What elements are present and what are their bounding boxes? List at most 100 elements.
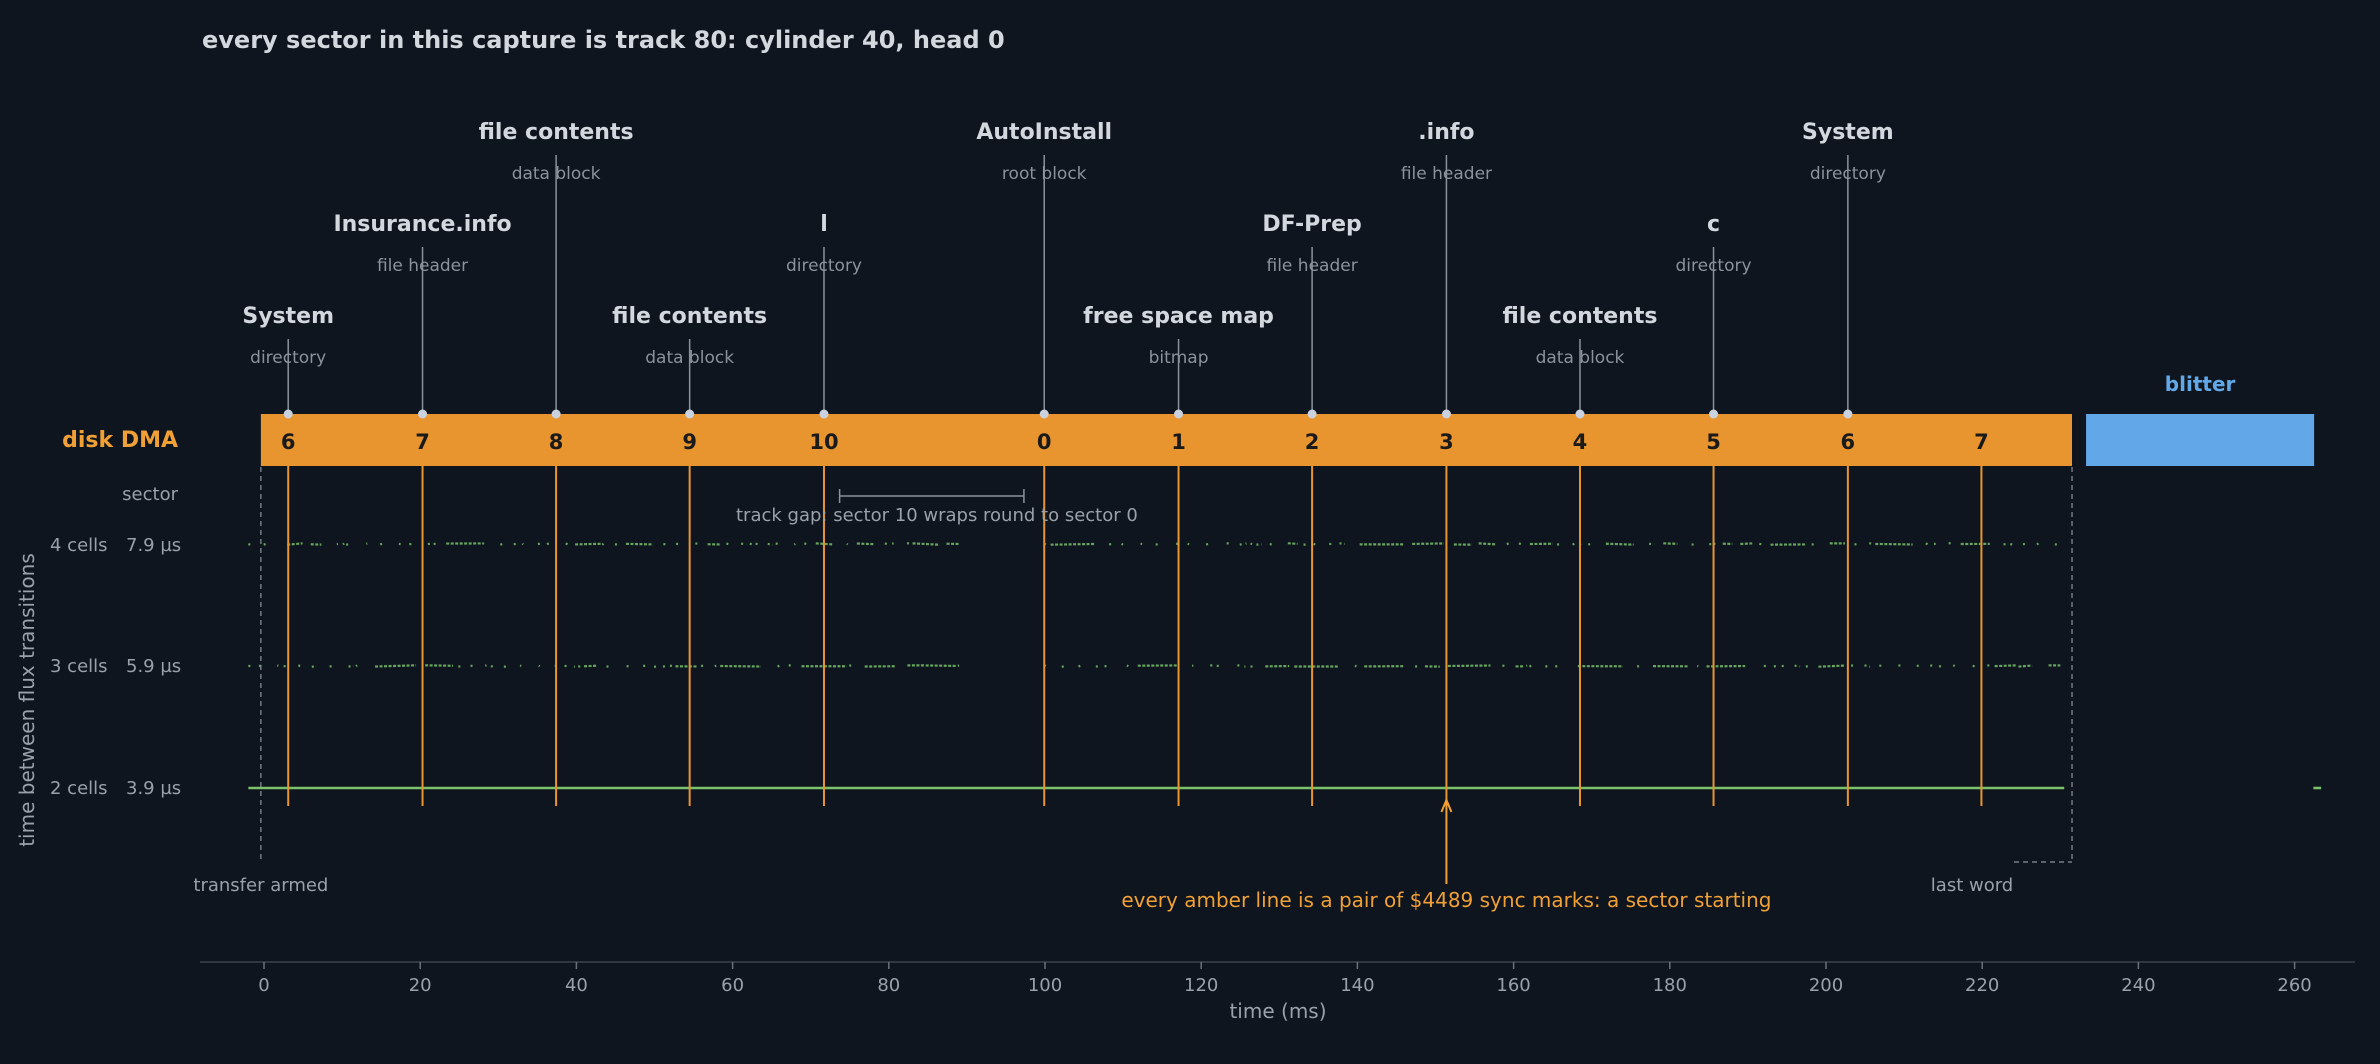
sector-filename: Insurance.info [333,212,511,237]
x-tick-label: 240 [2121,975,2155,996]
flux-point-run [311,665,317,668]
x-tick-label: 100 [1028,975,1062,996]
sync-arrow-head [1440,797,1453,813]
flux-point-run [1187,542,1190,546]
flux-point-run [749,542,753,546]
flux-point-run [2018,664,2033,668]
sector-block-type: directory [1676,256,1752,276]
flux-point-run [1805,664,1811,668]
x-tick-label: 60 [721,975,744,996]
flux-point-run [767,542,774,546]
sector-block-type: directory [786,256,862,276]
sector-markers: 6 7 8 9 10 0 1 2 3 4 5 6 7 [281,430,1989,806]
flux-point-run [1313,542,1316,546]
sector-block-type: file header [1401,164,1492,184]
sector-number: 0 [1037,430,1052,454]
flux-point-run [755,542,759,546]
flux-point-run [2009,543,2013,546]
flux-point-run [1339,542,1346,545]
transfer-armed-label: transfer armed [193,875,328,896]
flux-point-run [329,664,333,668]
y-level-2-cells: 2 cells [50,778,108,799]
flux-point-run [1972,664,1976,668]
flux-point-run [1854,542,1860,546]
sector-filename: file contents [1503,304,1658,329]
sector-filename: c [1707,212,1720,237]
flux-point-run [258,664,264,668]
flux-point-run [1354,664,1357,668]
sector-leader-dot [1174,409,1184,419]
sector-number: 6 [1841,430,1856,454]
flux-point-run [490,664,494,668]
sector-filename: l [820,212,828,237]
flux-point-run [653,665,659,668]
y-axis-label: time between flux transitions [15,553,39,847]
last-word-label: last word [1931,875,2013,896]
sector-block-type: data block [1536,348,1625,368]
sector-leader-dot [1441,409,1451,419]
sector-leader-dot [819,409,829,419]
flux-point-run [584,664,597,668]
flux-point-run [263,542,269,546]
flux-point-run [1938,664,1942,668]
flux-point-run [804,542,809,546]
sector-number: 1 [1171,430,1186,454]
x-tick-label: 200 [1809,975,1843,996]
x-tick-label: 80 [877,975,900,996]
flux-point-run [1239,542,1244,546]
flux-point-run [248,543,251,546]
flux-point-run [1478,542,1496,546]
sector-filename: AutoInstall [976,120,1112,145]
flux-point-run [1898,664,1903,668]
sector-leader-dot [1307,409,1317,419]
flux-point-run [815,542,833,546]
flux-point-run [1518,542,1522,546]
flux-point-run [375,664,417,668]
flux-point-run [1120,542,1124,546]
x-axis-ticks: 0 20 40 60 80 100 120 140 160 180 200 220 240 260 [258,962,2312,996]
x-tick-label: 140 [1340,975,1374,996]
sector-number: 6 [281,430,296,454]
sector-filename: .info [1418,120,1474,145]
sector-row-label: sector [122,484,178,505]
y-level-4-us: 7.9 µs [126,535,181,556]
sector-number: 7 [415,430,430,454]
flux-point-run [700,664,705,668]
flux-scatter [248,542,2322,790]
flux-point-run [546,542,550,546]
sector-filename: System [242,304,334,329]
sector-leader-dot [685,409,695,419]
flux-point-run [1050,542,1095,546]
flux-point-run [1864,664,1871,668]
flux-point-run [625,542,654,546]
flux-point-run [884,542,890,546]
flux-point-run [342,542,345,546]
flux-point-run [538,664,541,668]
flux-point-run [643,664,648,668]
x-tick-label: 160 [1496,975,1530,996]
x-tick-label: 40 [565,975,588,996]
sector-number: 9 [682,430,697,454]
dma-label: disk DMA [62,428,178,453]
x-axis-label: time (ms) [1229,999,1326,1023]
sector-block-type: bitmap [1149,348,1209,368]
flux-point-run [521,542,524,546]
x-tick-label: 260 [2277,975,2311,996]
sector-filename: DF-Prep [1262,212,1361,237]
y-level-4-cells: 4 cells [50,535,108,556]
sector-filename: file contents [612,304,767,329]
flux-point-run [1250,542,1253,546]
flux-point-run [1077,664,1081,668]
flux-point-run [565,542,569,546]
flux-point-run [1794,664,1801,668]
x-tick-label: 220 [1965,975,1999,996]
x-tick-label: 180 [1653,975,1687,996]
sector-block-type: directory [250,348,326,368]
sector-leader-dot [1575,409,1585,419]
flux-point-run [662,665,666,668]
flux-point-run [1994,664,2017,668]
sector-block-type: file header [1267,256,1358,276]
blitter-bar [2086,414,2315,466]
flux-point-run [499,542,505,546]
